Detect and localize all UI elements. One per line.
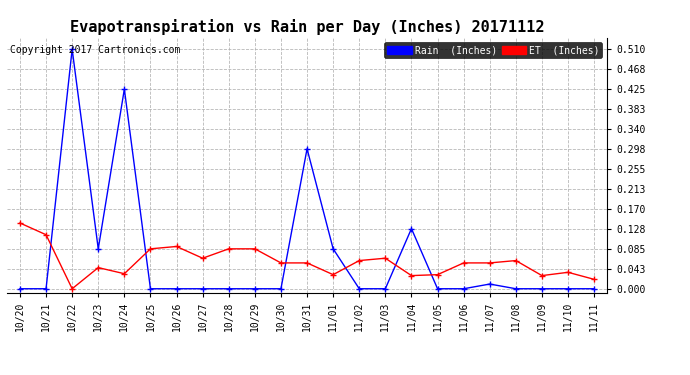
Text: Copyright 2017 Cartronics.com: Copyright 2017 Cartronics.com: [10, 45, 180, 55]
Title: Evapotranspiration vs Rain per Day (Inches) 20171112: Evapotranspiration vs Rain per Day (Inch…: [70, 19, 544, 35]
Legend: Rain  (Inches), ET  (Inches): Rain (Inches), ET (Inches): [384, 42, 602, 58]
